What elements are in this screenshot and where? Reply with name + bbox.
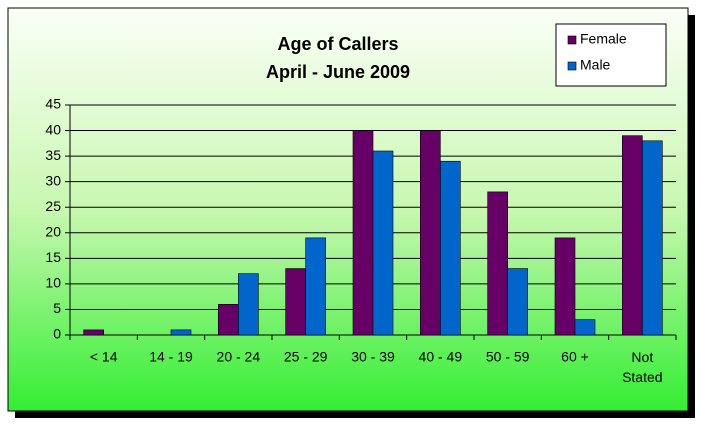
y-tick-label: 5 bbox=[53, 300, 61, 316]
x-tick-label: Not Stated bbox=[622, 349, 662, 385]
bar bbox=[305, 237, 326, 336]
chart-subtitle: April - June 2009 bbox=[266, 62, 410, 82]
bar bbox=[507, 268, 528, 336]
y-tick-label: 0 bbox=[53, 326, 61, 342]
x-tick-label: 14 - 19 bbox=[149, 349, 193, 365]
x-tick-label: 20 - 24 bbox=[217, 349, 261, 365]
bar bbox=[420, 130, 441, 336]
bar bbox=[218, 304, 239, 336]
y-tick-label: 25 bbox=[45, 198, 61, 214]
bar bbox=[285, 268, 306, 336]
legend-swatch bbox=[567, 35, 577, 45]
x-tick-label: 50 - 59 bbox=[486, 349, 530, 365]
y-tick-label: 35 bbox=[45, 147, 61, 163]
legend-swatch bbox=[567, 61, 577, 71]
y-tick-label: 45 bbox=[45, 96, 61, 112]
y-tick-label: 20 bbox=[45, 223, 61, 239]
bar bbox=[487, 191, 508, 336]
bar bbox=[352, 130, 374, 336]
y-tick-label: 10 bbox=[45, 275, 61, 291]
legend-label: Male bbox=[580, 57, 611, 73]
y-tick-label: 15 bbox=[45, 249, 61, 265]
legend-label: Female bbox=[580, 31, 627, 47]
bar bbox=[372, 150, 394, 336]
chart-title: Age of Callers bbox=[277, 34, 398, 54]
x-tick-label: 60 + bbox=[561, 349, 589, 365]
bar bbox=[238, 273, 259, 336]
bar bbox=[170, 329, 192, 336]
y-tick-label: 40 bbox=[45, 121, 61, 137]
bar bbox=[83, 329, 104, 336]
y-tick-label: 30 bbox=[45, 172, 61, 188]
x-tick-label: 40 - 49 bbox=[419, 349, 463, 365]
x-tick-label: 30 - 39 bbox=[351, 349, 395, 365]
x-tick-label: 25 - 29 bbox=[284, 349, 328, 365]
bar bbox=[642, 140, 663, 336]
bar bbox=[554, 237, 576, 336]
x-tick-label: < 14 bbox=[90, 349, 118, 365]
bar bbox=[440, 160, 461, 336]
bar bbox=[574, 319, 596, 336]
legend-box bbox=[555, 23, 667, 87]
bar bbox=[622, 135, 643, 336]
